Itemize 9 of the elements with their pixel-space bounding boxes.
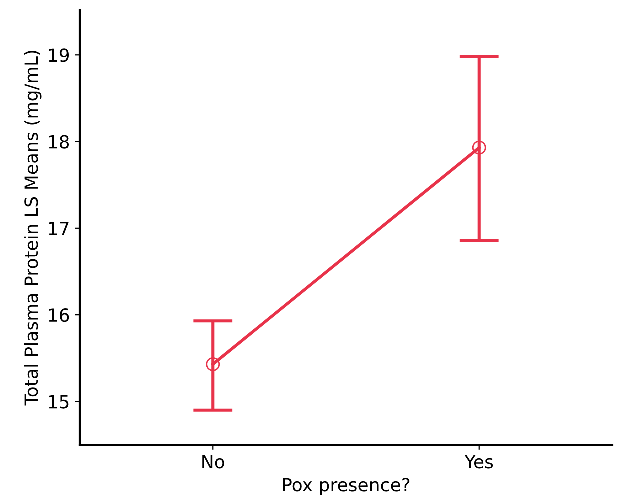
y-tick-label: 15 xyxy=(49,395,69,409)
y-tick-label: 18 xyxy=(49,135,70,149)
x-axis-title: Pox presence? xyxy=(283,478,410,496)
y-tick-label: 16 xyxy=(49,308,70,322)
x-tick-label: Yes xyxy=(464,455,494,469)
y-tick-label: 17 xyxy=(49,222,69,236)
x-tick-label: No xyxy=(202,455,224,469)
y-axis-title: Total Plasma Protein LS Means (mg/mL) xyxy=(24,51,42,406)
y-tick-label: 19 xyxy=(49,48,70,62)
